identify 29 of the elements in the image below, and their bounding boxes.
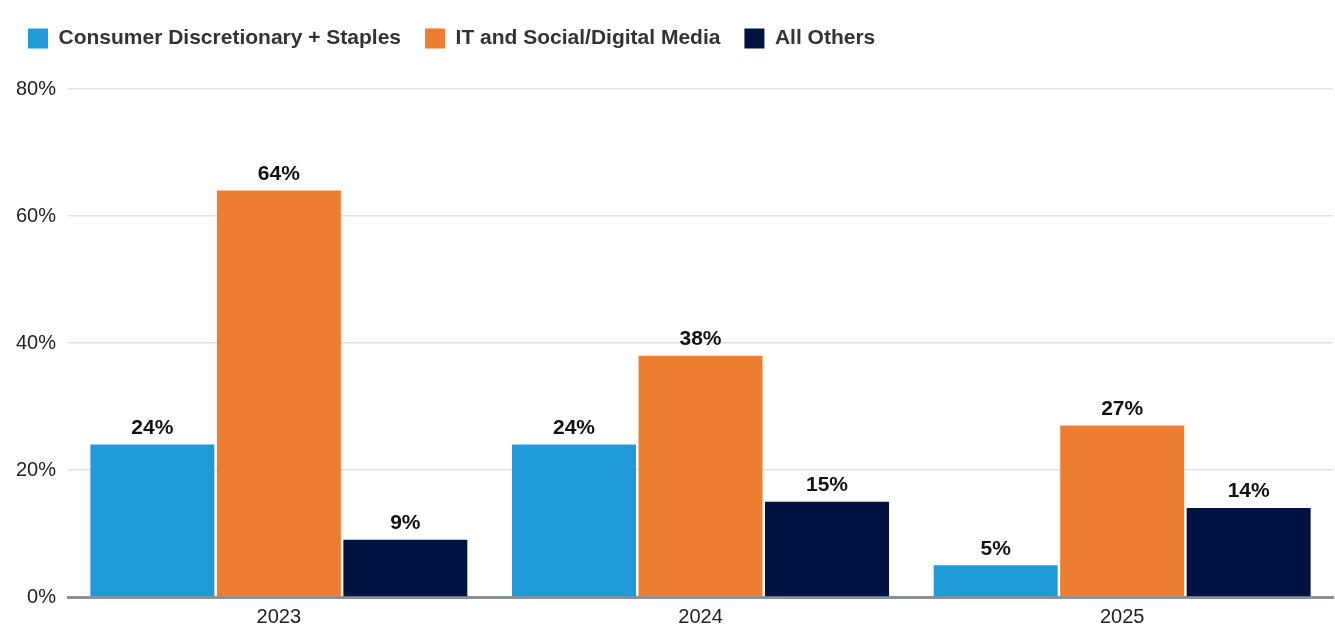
data-label: 14% — [1227, 478, 1271, 502]
bar — [343, 539, 468, 597]
bar — [765, 501, 889, 597]
x-tick-label: 2023 — [256, 604, 302, 627]
data-label: 15% — [806, 472, 849, 496]
legend-label: IT and Social/Digital Media — [455, 25, 721, 49]
y-tick-label: 60% — [16, 203, 57, 226]
bar — [933, 565, 1058, 597]
data-label: 64% — [257, 160, 301, 184]
y-tick-label: 80% — [16, 76, 57, 99]
data-label: 24% — [131, 414, 174, 438]
legend-label: All Others — [774, 25, 876, 49]
y-tick-label: 0% — [27, 584, 57, 607]
bar — [90, 444, 215, 597]
x-tick-label: 2024 — [678, 604, 723, 627]
bar — [512, 444, 636, 597]
bar — [1060, 425, 1185, 597]
data-label: 38% — [679, 326, 722, 349]
data-label: 27% — [1101, 395, 1144, 419]
bar — [216, 190, 341, 597]
data-label: 5% — [980, 535, 1012, 559]
legend-label: Consumer Discretionary + Staples — [58, 25, 402, 49]
data-label: 24% — [553, 414, 596, 438]
bar — [638, 355, 763, 597]
y-tick-label: 40% — [16, 330, 57, 353]
y-tick-label: 20% — [16, 457, 57, 480]
bar — [1186, 508, 1311, 597]
data-label: 9% — [390, 510, 421, 534]
x-tick-label: 2025 — [1099, 604, 1145, 627]
